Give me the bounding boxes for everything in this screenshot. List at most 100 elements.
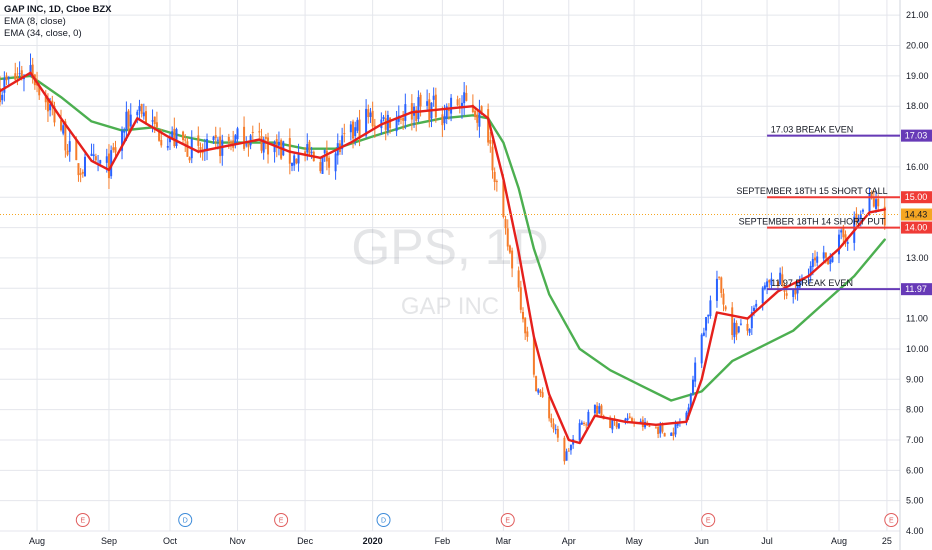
candle-body [158, 130, 161, 141]
candle-body [136, 111, 139, 116]
level-price-tag [901, 191, 932, 204]
legend-symbol[interactable]: GAP INC, 1D, Cboe BZX [4, 4, 112, 15]
candle-body [809, 265, 812, 276]
candle-body [755, 303, 758, 307]
candle-body [206, 139, 209, 150]
candle-body [7, 76, 10, 79]
candle-body [569, 444, 572, 451]
event-marker[interactable] [701, 513, 716, 527]
candle-body [624, 418, 627, 422]
candle-body [700, 334, 703, 364]
candle-body [277, 141, 280, 146]
horizontal-levels[interactable]: 17.03 BREAK EVEN SEPTEMBER 18TH 15 SHORT … [736, 125, 900, 291]
ema-fast-path[interactable] [0, 71, 886, 445]
candle-body [600, 405, 603, 416]
watermark-ticker: GPS, 1D [351, 219, 548, 275]
candle-body [859, 214, 862, 219]
candle-body [216, 139, 219, 141]
candle-body [654, 427, 657, 429]
event-marker[interactable] [178, 513, 193, 527]
candle-body [229, 141, 232, 144]
candle-body [676, 423, 679, 426]
candle-body [31, 64, 34, 79]
candle-body [750, 312, 753, 329]
candle-body [630, 418, 633, 423]
y-tick-label: 5.00 [906, 496, 924, 506]
candle-body [234, 135, 237, 145]
candle-body [404, 104, 407, 121]
event-marker[interactable] [884, 513, 899, 527]
candle-body [389, 117, 392, 128]
candle-body [125, 111, 128, 131]
candle-body [611, 418, 614, 430]
candle-body [371, 110, 374, 127]
x-tick-label: Apr [562, 536, 576, 546]
candle-body [293, 155, 296, 166]
candle-body [107, 153, 110, 179]
candle-body [735, 322, 738, 335]
candle-body [798, 280, 801, 288]
candle-body [343, 133, 346, 135]
candle-body [476, 114, 479, 123]
candles [0, 53, 886, 465]
y-tick-label: 20.00 [906, 41, 929, 51]
candle-body [846, 242, 849, 244]
candle-body [824, 252, 827, 258]
candle-body [800, 280, 803, 282]
candle-body [861, 209, 864, 212]
candle-body [295, 158, 298, 164]
candle-body [260, 135, 263, 151]
candle-body [402, 117, 405, 121]
ema-slow-path[interactable] [0, 74, 886, 402]
candle-body [844, 234, 847, 243]
candle-body [275, 139, 278, 148]
ema-fast-line[interactable] [0, 71, 886, 445]
time-axis[interactable]: Aug Sep Oct Nov Dec 2020 Feb Mar Apr May Jun Jul Aug… [29, 536, 892, 546]
y-tick-label: 13.00 [906, 253, 929, 263]
event-marker[interactable] [500, 513, 515, 527]
candle-body [598, 406, 601, 414]
candle-body [548, 396, 551, 419]
candle-body [49, 104, 52, 111]
level-label: 11.97 BREAK EVEN [771, 278, 853, 288]
event-marker[interactable] [376, 513, 391, 527]
y-tick-label: 9.00 [906, 374, 924, 384]
candle-body [539, 390, 542, 393]
candle-body [417, 97, 420, 120]
candle-body [236, 128, 239, 140]
event-marker[interactable] [274, 513, 289, 527]
candle-body [1, 94, 4, 101]
candle-body [46, 98, 49, 112]
candle-body [319, 162, 322, 172]
candle-body [373, 125, 376, 127]
candle-body [142, 112, 145, 117]
candle-body [186, 141, 189, 157]
candle-body [661, 424, 664, 432]
legend-ema-slow[interactable]: EMA (34, close, 0) [4, 28, 82, 39]
candle-body [68, 141, 71, 152]
candle-body [145, 111, 148, 125]
candle-body [321, 156, 324, 174]
candle-body [522, 312, 525, 320]
candle-body [77, 163, 80, 176]
y-tick-label: 11.00 [906, 314, 928, 324]
legend-ema-fast[interactable]: EMA (8, close) [4, 16, 66, 27]
candle-body [517, 270, 520, 288]
candle-body [794, 289, 797, 295]
event-marker-label: D [381, 518, 386, 525]
candle-body [609, 418, 612, 428]
candle-body [615, 421, 618, 428]
candle-body [491, 146, 494, 171]
x-tick-label: Dec [297, 536, 314, 546]
ema-slow-line[interactable] [0, 74, 886, 402]
candle-body [138, 106, 141, 112]
candle-body [868, 193, 871, 212]
y-tick-label: 16.00 [906, 162, 929, 172]
price-axis-tags: 17.03 15.00 14.00 11.97 14.43 [901, 129, 932, 296]
candle-body [877, 198, 880, 207]
event-marker[interactable] [75, 513, 90, 527]
candle-body [304, 151, 307, 155]
